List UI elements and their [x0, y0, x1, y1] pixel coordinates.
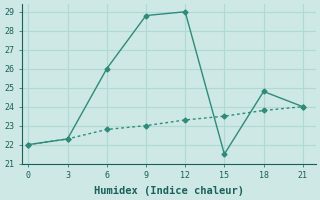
X-axis label: Humidex (Indice chaleur): Humidex (Indice chaleur): [94, 186, 244, 196]
